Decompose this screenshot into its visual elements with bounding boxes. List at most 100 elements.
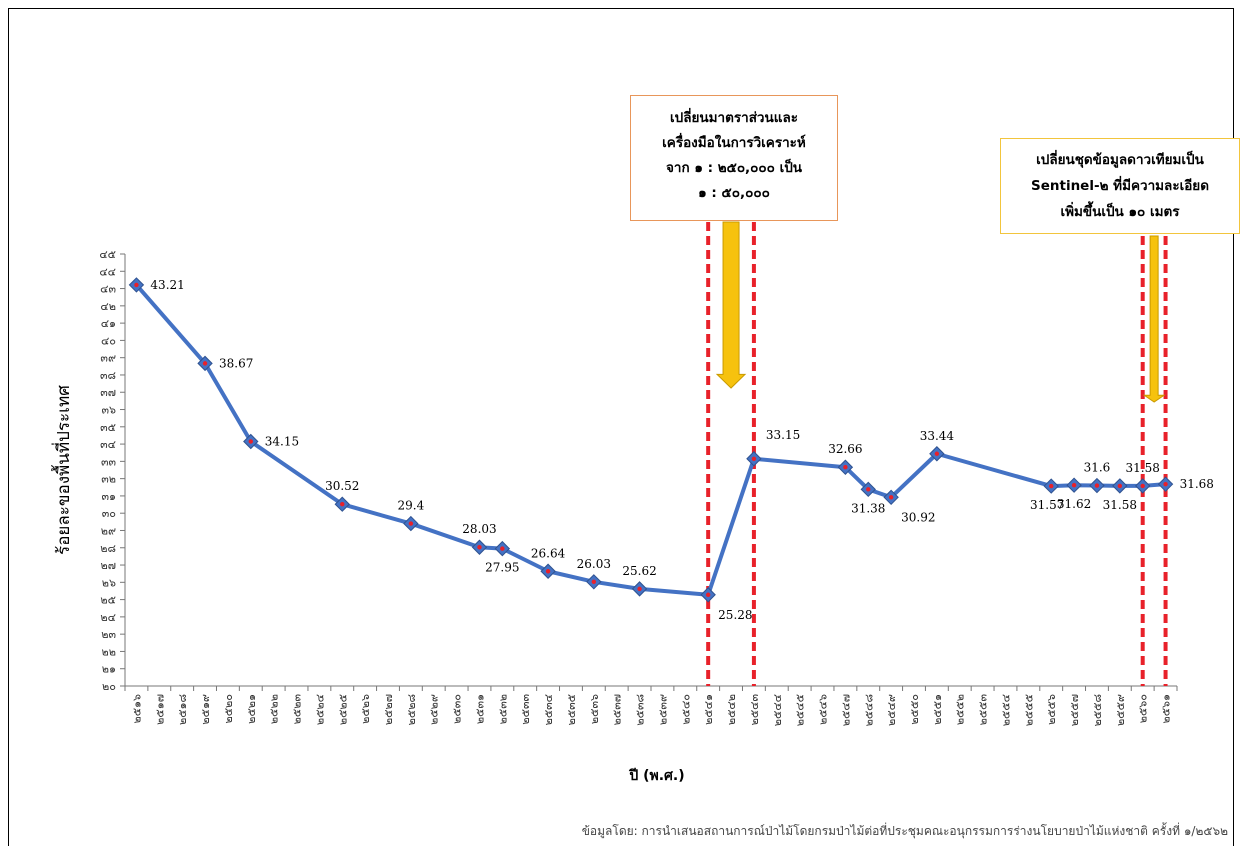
x-tick-label: ๒๕๕๗	[1068, 694, 1081, 726]
data-label: 33.15	[766, 428, 800, 442]
data-point-center	[591, 579, 597, 585]
y-tick-label: ๒๓	[101, 628, 116, 641]
data-label: 28.03	[462, 522, 496, 536]
data-label: 31.6	[1084, 461, 1111, 475]
x-tick-label: ๒๕๓๐	[451, 694, 464, 724]
x-tick-label: ๒๕๒๖	[359, 694, 372, 724]
x-tick-label: ๒๕๒๔	[313, 694, 326, 725]
y-tick-label: ๒๙	[101, 524, 116, 537]
y-tick-label: ๔๐	[101, 334, 116, 347]
data-label: 29.4	[398, 499, 425, 513]
x-tick-label: ๒๕๔๐	[679, 694, 692, 725]
y-tick-label: ๔๔	[99, 265, 116, 278]
x-tick-label: ๒๕๔๓	[748, 694, 761, 725]
data-label: 26.64	[531, 546, 566, 560]
data-point-center	[637, 586, 642, 592]
y-tick-label: ๒๘	[100, 542, 116, 555]
x-tick-label: ๒๕๔๔	[771, 694, 784, 726]
y-tick-label: ๒๔	[100, 611, 116, 624]
y-tick-label: ๓๐	[102, 507, 116, 520]
data-point-center	[751, 456, 757, 461]
data-point-center	[1140, 483, 1145, 489]
data-point-center	[1049, 483, 1054, 489]
data-points	[128, 277, 1174, 603]
annotation-line: เครื่องมือในการวิเคราะห์	[662, 135, 806, 151]
arrow	[715, 221, 747, 389]
y-tick-label: ๓๖	[101, 404, 116, 417]
series-line	[134, 283, 1166, 597]
chart-ticks: ๒๐๒๑๒๒๒๓๒๔๒๕๒๖๒๗๒๘๒๙๓๐๓๑๓๒๓๓๓๔๓๕๓๖๓๗๓๘๓๙…	[99, 248, 1178, 726]
x-tick-label: ๒๕๕๕	[1022, 694, 1035, 726]
x-axis-title: ปี (พ.ศ.)	[628, 768, 685, 784]
data-label: 31.58	[1126, 461, 1160, 475]
data-label: 31.62	[1057, 497, 1091, 511]
x-tick-label: ๒๕๒๐	[222, 694, 235, 724]
x-tick-label: ๒๕๔๑	[702, 694, 715, 725]
data-label: 31.68	[1180, 477, 1214, 491]
x-tick-label: ๒๕๖๑	[1160, 694, 1173, 724]
y-tick-label: ๔๑	[101, 317, 116, 330]
y-tick-label: ๒๐	[102, 680, 116, 693]
annotation-line: จาก ๑ : ๒๕๐,๐๐๐ เป็น	[665, 160, 803, 176]
y-tick-label: ๒๕	[100, 594, 116, 607]
data-point-center	[248, 439, 253, 444]
x-tick-label: ๒๕๕๒	[954, 694, 967, 725]
annotation-sentinel-change: เปลี่ยนชุดข้อมูลดาวเทียมเป็น Sentinel-๒ …	[1000, 138, 1240, 234]
y-tick-label: ๓๗	[100, 386, 116, 399]
y-tick-label: ๓๙	[100, 352, 116, 365]
y-tick-label: ๓๒	[101, 473, 116, 486]
data-point-center	[477, 545, 482, 550]
annotation-arrows	[715, 221, 1166, 403]
x-tick-label: ๒๕๕๙	[1114, 694, 1127, 726]
x-tick-label: ๒๕๒๒	[268, 694, 281, 724]
x-tick-label: ๒๕๑๗	[153, 694, 166, 725]
chart-frame	[8, 8, 1234, 846]
x-tick-label: ๒๕๑๙	[199, 694, 212, 725]
data-point-center	[202, 361, 208, 366]
data-point-center	[1117, 483, 1123, 489]
x-tick-label: ๒๕๖๐	[1137, 694, 1150, 723]
x-tick-label: ๒๕๔๙	[885, 694, 898, 726]
y-tick-label: ๓๕	[100, 421, 116, 434]
x-tick-label: ๒๕๓๓	[519, 694, 532, 725]
data-label: 30.92	[901, 510, 935, 524]
x-tick-label: ๒๕๑๖	[130, 694, 143, 724]
data-point-center	[1163, 481, 1168, 487]
data-point-center	[866, 487, 871, 492]
x-tick-label: ๒๕๕๑	[931, 694, 944, 725]
data-point-center	[1094, 483, 1100, 488]
annotation-line: Sentinel-๒ ที่มีความละเอียด	[1031, 178, 1209, 194]
x-tick-label: ๒๕๒๓	[291, 694, 304, 724]
x-tick-label: ๒๕๕๔	[999, 694, 1012, 726]
y-axis-title: ร้อยละของพื้นที่ประเทศ	[51, 385, 74, 555]
x-tick-label: ๒๕๓๖	[588, 694, 601, 724]
y-tick-label: ๒๒	[101, 645, 116, 658]
data-point-center	[1071, 483, 1077, 488]
data-label: 32.66	[828, 442, 862, 456]
x-tick-label: ๒๕๕๖	[1045, 694, 1058, 725]
y-tick-label: ๒๑	[102, 663, 116, 676]
x-tick-label: ๒๕๓๗	[611, 694, 624, 725]
data-point-center	[134, 282, 139, 288]
x-tick-label: ๒๕๔๕	[794, 694, 807, 726]
x-tick-label: ๒๕๕๓	[977, 694, 990, 725]
data-label: 34.15	[265, 434, 299, 448]
x-tick-label: ๒๕๓๒	[496, 694, 509, 724]
y-tick-label: ๓๔	[100, 438, 116, 451]
x-tick-label: ๒๕๕๘	[1091, 694, 1104, 726]
x-tick-label: ๒๕๑๘	[176, 694, 189, 725]
data-label: 38.67	[219, 356, 253, 370]
data-point-center	[705, 592, 711, 597]
data-point-center	[408, 521, 414, 526]
data-label: 26.03	[577, 557, 611, 571]
x-tick-label: ๒๕๓๕	[565, 694, 578, 725]
x-tick-label: ๒๕๓๑	[473, 694, 486, 724]
y-tick-label: ๔๓	[100, 283, 116, 296]
y-tick-label: ๔๕	[99, 248, 116, 261]
data-point-center	[888, 495, 894, 500]
data-label: 33.44	[920, 429, 955, 443]
data-point-center	[340, 502, 345, 507]
data-label: 31.57	[1030, 498, 1064, 512]
x-tick-label: ๒๕๕๐	[908, 694, 921, 725]
